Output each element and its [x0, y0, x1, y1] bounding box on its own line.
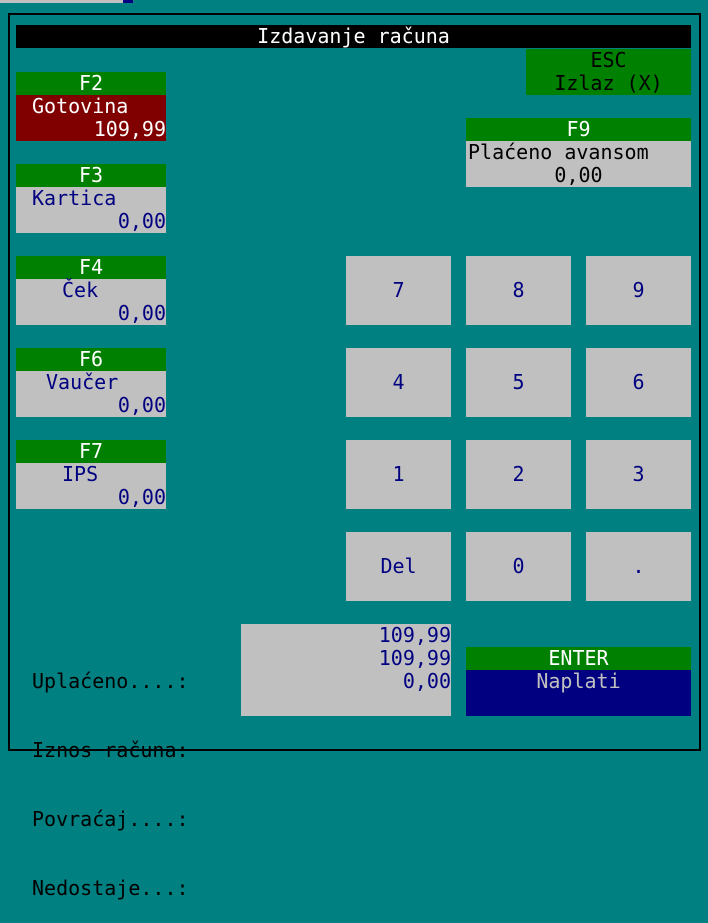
key-9[interactable]: 9: [586, 256, 691, 325]
missing-value: [241, 693, 451, 716]
enter-key: ENTER: [466, 647, 691, 670]
payment-key: F3: [16, 164, 166, 187]
missing-label: Nedostaje...:: [32, 876, 189, 900]
payment-value: 0,00: [117, 485, 166, 509]
payment-key: F9: [466, 118, 691, 141]
payment-label: IPS: [62, 462, 99, 486]
payment-label: Gotovina: [32, 94, 129, 118]
esc-button[interactable]: ESC Izlaz (X): [526, 49, 691, 95]
esc-key: ESC: [590, 48, 627, 72]
change-label: Povraćaj....:: [32, 807, 189, 831]
dialog-frame: [8, 13, 701, 751]
key-decimal[interactable]: .: [586, 532, 691, 601]
payment-check[interactable]: F4 Ček 0,00: [16, 256, 166, 325]
key-0[interactable]: 0: [466, 532, 571, 601]
payment-label: Plaćeno avansom: [468, 140, 649, 164]
payment-value: 109,99: [93, 117, 166, 141]
payment-card[interactable]: F3 Kartica 0,00: [16, 164, 166, 233]
summary-values: 109,99 109,99 0,00: [241, 624, 451, 716]
key-1[interactable]: 1: [346, 440, 451, 509]
paid-label: Uplaćeno....:: [32, 669, 189, 693]
paid-value: 109,99: [378, 623, 451, 647]
summary-labels: Uplaćeno....: Iznos računa: Povraćaj....…: [32, 624, 189, 923]
charge-label: Naplati: [466, 670, 691, 716]
payment-value: 0,00: [117, 209, 166, 233]
change-value: 0,00: [402, 669, 451, 693]
key-4[interactable]: 4: [346, 348, 451, 417]
payment-label: Vaučer: [46, 370, 119, 394]
payment-key: F4: [16, 256, 166, 279]
taskbar-strip: [0, 0, 123, 3]
payment-voucher[interactable]: F6 Vaučer 0,00: [16, 348, 166, 417]
key-5[interactable]: 5: [466, 348, 571, 417]
payment-advance[interactable]: F9 Plaćeno avansom 0,00: [466, 118, 691, 187]
key-3[interactable]: 3: [586, 440, 691, 509]
payment-label: Ček: [62, 278, 99, 302]
payment-cash[interactable]: F2 Gotovina 109,99: [16, 72, 166, 141]
payment-key: F7: [16, 440, 166, 463]
payment-value: 0,00: [117, 393, 166, 417]
payment-key: F2: [16, 72, 166, 95]
key-delete[interactable]: Del: [346, 532, 451, 601]
payment-value: 0,00: [117, 301, 166, 325]
payment-label: Kartica: [32, 186, 117, 210]
key-2[interactable]: 2: [466, 440, 571, 509]
key-7[interactable]: 7: [346, 256, 451, 325]
key-8[interactable]: 8: [466, 256, 571, 325]
invoice-amount-label: Iznos računa:: [32, 738, 189, 762]
taskbar-marker: [123, 0, 133, 3]
payment-value: 0,00: [554, 163, 603, 187]
charge-button[interactable]: ENTER Naplati: [466, 647, 691, 716]
invoice-amount-value: 109,99: [378, 646, 451, 670]
payment-key: F6: [16, 348, 166, 371]
dialog-title: Izdavanje računa: [16, 25, 691, 48]
payment-ips[interactable]: F7 IPS 0,00: [16, 440, 166, 509]
key-6[interactable]: 6: [586, 348, 691, 417]
esc-label: Izlaz (X): [554, 71, 663, 95]
